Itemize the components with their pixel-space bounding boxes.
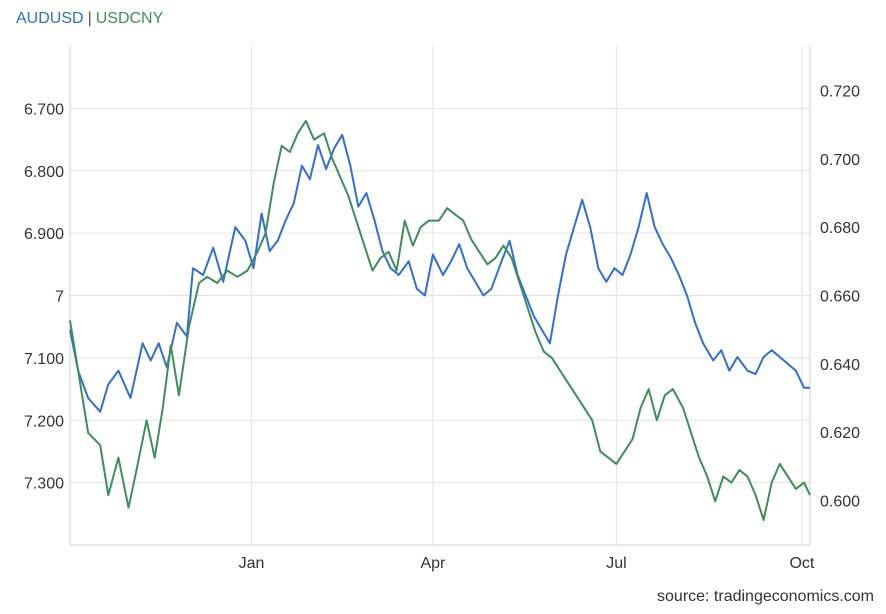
legend-separator: | xyxy=(87,10,92,27)
series-line-usdcny xyxy=(69,119,811,521)
x-tick-label: Oct xyxy=(789,555,814,572)
right-tick-label: 0.720 xyxy=(820,83,860,100)
left-tick-label: 7.200 xyxy=(24,413,64,430)
right-tick-label: 0.680 xyxy=(820,220,860,237)
legend-audusd[interactable]: AUDUSD xyxy=(16,10,84,27)
right-tick-label: 0.660 xyxy=(820,289,860,306)
x-tick-label: Apr xyxy=(420,555,446,572)
left-tick-label: 7.300 xyxy=(24,476,64,493)
source-credit: source: tradingeconomics.com xyxy=(657,588,874,605)
right-tick-label: 0.620 xyxy=(820,425,860,442)
right-tick-label: 0.640 xyxy=(820,357,860,374)
left-tick-label: 7.100 xyxy=(24,351,64,368)
legend-usdcny[interactable]: USDCNY xyxy=(95,10,164,27)
x-tick-label: Jan xyxy=(239,555,265,572)
chart-legend: AUDUSD | USDCNY xyxy=(16,10,163,28)
right-tick-label: 0.700 xyxy=(820,152,860,169)
left-tick-label: 6.900 xyxy=(24,226,64,243)
left-tick-label: 6.700 xyxy=(24,101,64,118)
left-tick-label: 6.800 xyxy=(24,164,64,181)
left-tick-label: 7 xyxy=(55,289,64,306)
series-line-audusd xyxy=(69,133,810,413)
x-tick-label: Jul xyxy=(606,555,626,572)
right-tick-label: 0.600 xyxy=(820,494,860,511)
